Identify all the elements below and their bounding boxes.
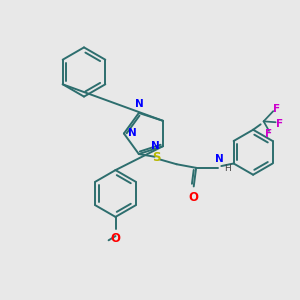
Text: N: N xyxy=(214,154,223,164)
Text: N: N xyxy=(128,128,136,138)
Text: O: O xyxy=(110,232,121,244)
Text: N: N xyxy=(151,141,159,151)
Text: S: S xyxy=(152,151,160,164)
Text: F: F xyxy=(273,104,280,114)
Text: F: F xyxy=(266,129,273,139)
Text: N: N xyxy=(135,99,143,109)
Text: F: F xyxy=(276,119,283,129)
Text: O: O xyxy=(188,190,198,204)
Text: H: H xyxy=(224,164,231,173)
